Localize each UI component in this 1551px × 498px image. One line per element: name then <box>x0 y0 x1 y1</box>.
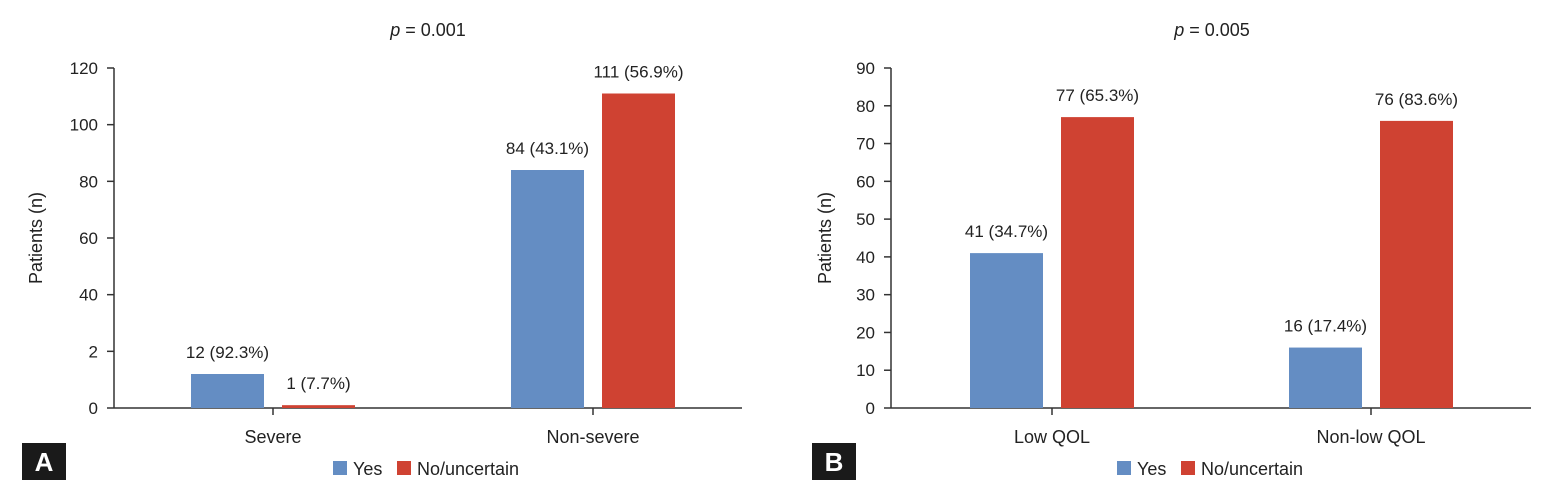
bar-data-label: 1 (7.7%) <box>286 374 350 393</box>
p-value-annotation: p = 0.001 <box>389 20 466 40</box>
y-tick-label: 10 <box>856 361 875 380</box>
x-category-label: Non-low QOL <box>1316 427 1425 447</box>
bar-data-label: 16 (17.4%) <box>1284 317 1367 336</box>
y-tick-label: 50 <box>856 210 875 229</box>
p-value-symbol: p <box>1173 20 1184 40</box>
bar-yes <box>1289 347 1362 408</box>
y-axis-title: Patients (n) <box>26 192 46 284</box>
y-tick-label: 90 <box>856 59 875 78</box>
y-tick-label: 20 <box>856 323 875 342</box>
y-tick-label: 70 <box>856 135 875 154</box>
y-tick-label: 80 <box>856 97 875 116</box>
p-value-symbol: p <box>389 20 400 40</box>
bar-no-uncertain <box>1380 120 1453 408</box>
legend-label-no-uncertain: No/uncertain <box>1201 459 1303 479</box>
legend-swatch-no-uncertain <box>1181 461 1195 475</box>
bar-no-uncertain <box>602 93 675 408</box>
y-axis-title: Patients (n) <box>815 192 835 284</box>
panel-letter-box <box>22 443 66 480</box>
x-category-label: Non-severe <box>546 427 639 447</box>
y-tick-label: 60 <box>79 229 98 248</box>
legend-label-yes: Yes <box>1137 459 1166 479</box>
legend-swatch-no-uncertain <box>397 461 411 475</box>
bar-no-uncertain <box>1061 117 1134 408</box>
bar-data-label: 111 (56.9%) <box>593 63 683 82</box>
legend: Yes No/uncertain <box>1117 459 1303 479</box>
y-tick-label: 100 <box>70 116 98 135</box>
y-tick-label: 120 <box>70 59 98 78</box>
legend-swatch-yes <box>1117 461 1131 475</box>
panel-letter-box <box>812 443 856 480</box>
y-tick-label: 30 <box>856 286 875 305</box>
legend-label-no-uncertain: No/uncertain <box>417 459 519 479</box>
y-tick-label: 0 <box>866 399 875 418</box>
bar-data-label: 41 (34.7%) <box>965 222 1048 241</box>
p-value-annotation: p = 0.005 <box>1173 20 1250 40</box>
bar-data-label: 12 (92.3%) <box>186 343 269 362</box>
panel-letter: B <box>825 447 844 477</box>
y-tick-label: 60 <box>856 172 875 191</box>
x-category-label: Low QOL <box>1014 427 1090 447</box>
chart-panel-b: p = 0.005 Patients (n) 0 10 20 30 40 50 60 70 80 90… <box>812 20 1531 480</box>
y-tick-label: 0 <box>89 399 98 418</box>
bar-yes <box>191 374 264 408</box>
p-value-text: = 0.005 <box>1184 20 1250 40</box>
y-tick-label: 40 <box>79 286 98 305</box>
bar-no-uncertain <box>282 405 355 408</box>
bar-data-label: 84 (43.1%) <box>506 139 589 158</box>
bar-data-label: 77 (65.3%) <box>1056 86 1139 105</box>
bar-yes <box>970 253 1043 408</box>
legend: Yes No/uncertain <box>333 459 519 479</box>
bar-yes <box>511 170 584 408</box>
chart-panel-a: p = 0.001 Patients (n) 0 2 40 60 80 100 120 Sever… <box>22 20 742 480</box>
y-tick-label: 40 <box>856 248 875 267</box>
x-category-label: Severe <box>244 427 301 447</box>
p-value-text: = 0.001 <box>400 20 466 40</box>
legend-swatch-yes <box>333 461 347 475</box>
y-tick-label: 2 <box>89 342 98 361</box>
bar-data-label: 76 (83.6%) <box>1375 90 1458 109</box>
panel-letter: A <box>35 447 54 477</box>
legend-label-yes: Yes <box>353 459 382 479</box>
y-tick-label: 80 <box>79 172 98 191</box>
